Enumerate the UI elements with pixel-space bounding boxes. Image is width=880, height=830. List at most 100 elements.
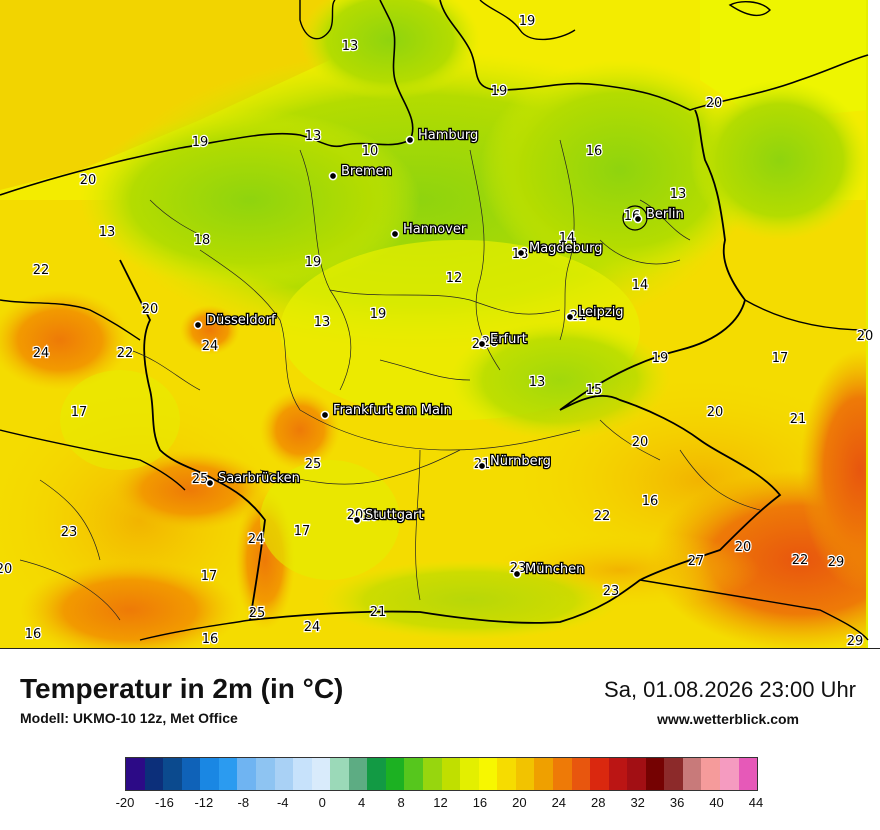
temperature-value: 24 xyxy=(248,532,265,547)
legend-swatch xyxy=(701,758,720,790)
forecast-datetime: Sa, 01.08.2026 23:00 Uhr xyxy=(604,677,856,702)
green-zone-alps xyxy=(320,560,620,640)
city-label: Hamburg xyxy=(418,128,478,143)
legend-swatch xyxy=(515,758,535,790)
legend-swatch xyxy=(385,758,405,790)
city-label: Berlin xyxy=(646,207,684,222)
hot-zone-saar xyxy=(110,450,270,530)
legend-swatch xyxy=(608,758,628,790)
legend-tick: -4 xyxy=(276,795,289,810)
city-label: Düsseldorf xyxy=(206,313,276,328)
temperature-value: 10 xyxy=(362,144,379,159)
city-marker xyxy=(405,135,415,145)
temperature-value: 27 xyxy=(688,554,705,569)
hot-zone-alsace xyxy=(20,560,240,648)
temperature-value: 20 xyxy=(857,329,874,344)
temperature-value: 14 xyxy=(559,231,576,246)
temperature-value: 10 xyxy=(362,509,379,524)
temperature-value: 13 xyxy=(670,187,687,202)
legend-swatch xyxy=(330,758,349,790)
city-marker xyxy=(512,569,522,579)
temperature-value: 15 xyxy=(586,383,603,398)
legend-tick: 28 xyxy=(591,795,606,810)
temperature-value: 17 xyxy=(201,569,218,584)
temperature-value: 12 xyxy=(446,271,463,286)
city-label: Erfurt xyxy=(490,332,527,347)
temperature-value: 25 xyxy=(192,472,209,487)
germany-border xyxy=(119,109,782,624)
legend-swatch xyxy=(218,758,238,790)
website-link[interactable]: www.wetterblick.com xyxy=(657,711,799,727)
temperature-value: 20 xyxy=(706,96,723,111)
legend-swatch xyxy=(423,758,442,790)
city-label: Hannover xyxy=(403,222,467,237)
green-zone-jutland xyxy=(300,0,480,100)
austria-border xyxy=(639,579,869,641)
temperature-value: 16 xyxy=(642,494,659,509)
legend-tick: -8 xyxy=(237,795,250,810)
legend-swatch xyxy=(552,758,572,790)
legend-swatch xyxy=(441,758,461,790)
legend-tick: -16 xyxy=(155,795,174,810)
legend-swatch xyxy=(645,758,665,790)
temperature-value: 19 xyxy=(305,255,322,270)
swiss-border xyxy=(139,619,251,641)
legend-tick: -20 xyxy=(115,795,135,810)
city-marker xyxy=(328,171,338,181)
legend-swatch xyxy=(664,758,683,790)
temperature-value: 21 xyxy=(570,309,587,324)
legend-tick: 24 xyxy=(551,795,567,810)
map-title: Temperatur in 2m (in °C) xyxy=(20,673,344,704)
legend-swatch xyxy=(534,758,553,790)
legend-tick: 16 xyxy=(472,795,488,810)
yellow-zone-eifel xyxy=(60,370,180,470)
temperature-value: 22 xyxy=(33,263,50,278)
legend-swatch xyxy=(293,758,312,790)
legend-tick: 12 xyxy=(433,795,448,810)
temperature-value: 19 xyxy=(491,84,508,99)
temperature-value: 13 xyxy=(342,39,359,54)
temperature-value: 20 xyxy=(632,435,649,450)
temperature-map: 13 19 19 20 10 16 19 13 20 18 13 13 16 19 12 14 22 14 13 19… xyxy=(0,0,880,649)
temperature-value: 24 xyxy=(33,346,50,361)
hot-zone-duesseldorf xyxy=(180,305,240,355)
green-zone-west xyxy=(80,110,420,290)
czech-border xyxy=(744,299,869,331)
legend-tick: 36 xyxy=(669,795,685,810)
legend-swatch xyxy=(404,758,423,790)
city-label: Magdeburg xyxy=(529,241,603,256)
model-info: Modell: UKMO-10 12z, Met Office xyxy=(20,710,238,726)
belgium-border xyxy=(0,299,141,341)
legend-swatch xyxy=(720,758,739,790)
state-borders xyxy=(19,139,761,621)
temperature-value: 19 xyxy=(370,307,387,322)
temperature-value: 16 xyxy=(25,627,42,642)
city-label: Stuttgart xyxy=(365,508,423,523)
temperature-value: 20 xyxy=(707,405,724,420)
green-zone-poland xyxy=(690,80,870,240)
legend-swatch xyxy=(144,758,164,790)
city-marker xyxy=(516,248,526,258)
hot-zone-east-edge xyxy=(800,350,880,590)
temperature-value: 19 xyxy=(519,14,536,29)
temperature-value: 25 xyxy=(249,606,266,621)
map-edge-line xyxy=(866,0,868,648)
legend-swatch xyxy=(367,758,386,790)
legend-swatch xyxy=(627,758,646,790)
legend-tick: 20 xyxy=(512,795,527,810)
legend-swatch xyxy=(571,758,591,790)
temperature-value: 24 xyxy=(202,339,219,354)
temperature-value: 20 xyxy=(735,540,752,555)
legend-swatch xyxy=(255,758,275,790)
legend-swatch xyxy=(311,758,331,790)
city-marker xyxy=(193,320,203,330)
legend-swatch xyxy=(590,758,609,790)
legend-tick: 40 xyxy=(709,795,724,810)
hot-zone-rhein-main xyxy=(260,390,340,470)
temperature-value: 17 xyxy=(772,351,789,366)
legend-swatch xyxy=(163,758,182,790)
temperature-value: 13 xyxy=(99,225,116,240)
legend-swatch xyxy=(478,758,498,790)
legend-swatch xyxy=(348,758,368,790)
temperature-value: 23 xyxy=(61,525,78,540)
